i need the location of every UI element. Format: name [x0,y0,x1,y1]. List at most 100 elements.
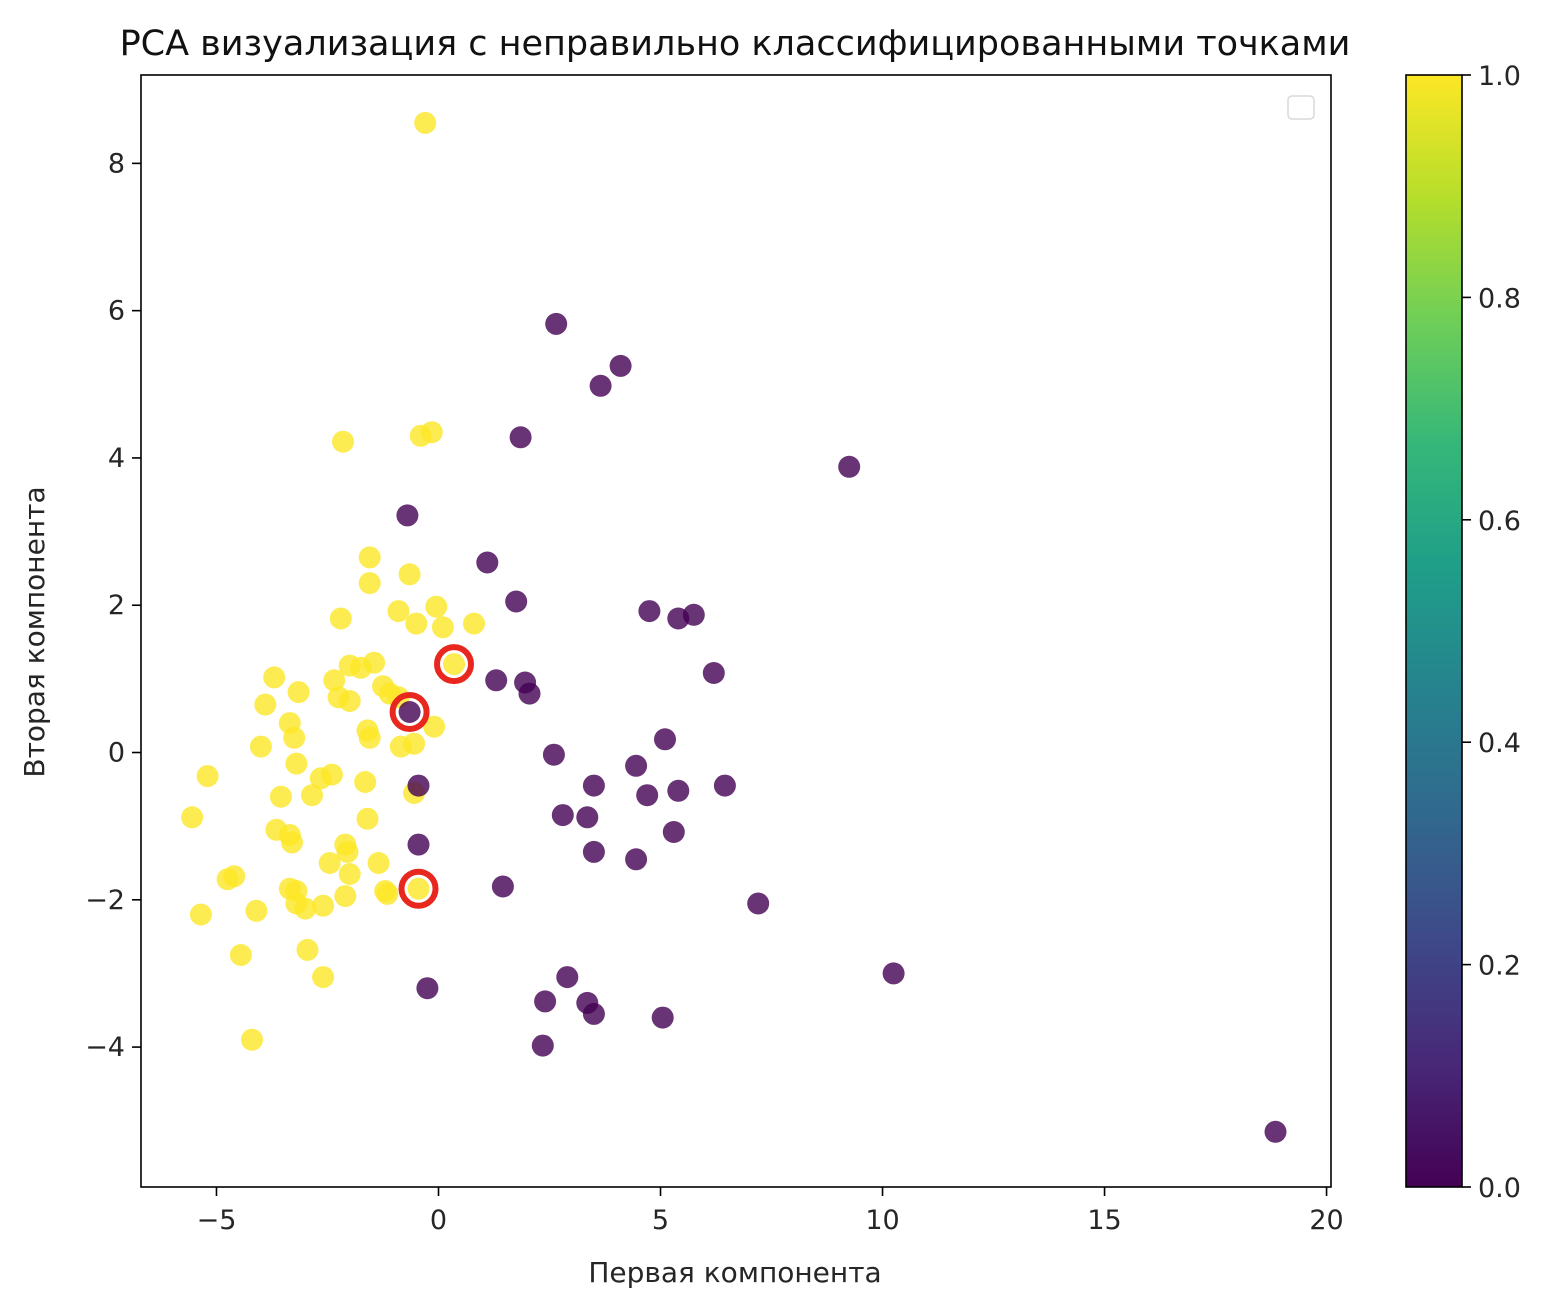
data-point-class-1 [281,831,303,854]
data-point-class-0 [398,701,421,723]
data-point-class-0 [838,455,861,478]
data-point-class-1 [423,715,446,738]
data-point-class-1 [323,669,346,692]
data-point-class-1 [358,546,381,569]
data-point-class-1 [420,421,443,444]
data-point-class-0 [625,754,648,777]
data-point-class-0 [713,774,736,797]
plot-background [141,75,1331,1187]
data-point-class-1 [249,735,272,758]
data-point-class-1 [312,894,335,917]
data-point-class-0 [491,875,514,898]
misclassified-marker [434,644,474,685]
data-point-class-1 [463,612,485,635]
data-point-class-1 [263,666,286,689]
y-tick-label: 8 [108,148,125,179]
data-point-class-1 [283,726,306,749]
data-point-class-1 [334,885,357,908]
data-point-class-0 [531,1034,554,1057]
data-point-class-1 [338,690,361,712]
data-point-class-1 [354,771,377,793]
data-point-class-0 [654,728,676,751]
legend-box [1287,95,1315,120]
data-point-class-0 [582,774,605,797]
data-point-class-0 [576,806,599,829]
data-point-class-1 [254,693,277,716]
data-point-class-0 [509,426,532,449]
data-point-class-1 [241,1028,263,1051]
misclassified-layer [389,644,474,909]
y-tick-label: −2 [85,885,125,916]
x-tick-label: 15 [1087,1205,1121,1236]
data-point-class-1 [358,572,381,595]
data-point-class-1 [269,785,292,808]
misclassified-marker [398,868,439,909]
data-point-class-0 [545,312,568,335]
data-point-class-0 [702,662,725,684]
data-point-class-1 [318,852,341,874]
data-point-class-0 [1264,1120,1287,1143]
data-point-class-0 [625,848,648,871]
data-point-class-0 [542,743,565,766]
x-tick-label: 10 [865,1205,899,1236]
data-point-class-0 [551,804,574,827]
x-tick-label: 0 [430,1205,447,1236]
colorbar-tick-label: 0.6 [1478,506,1521,537]
data-point-class-1 [356,807,379,830]
chart-title: PCA визуализация с неправильно классифиц… [120,24,1351,64]
data-point-class-0 [651,1006,674,1029]
data-point-class-1 [398,563,421,586]
data-point-class-1 [336,840,359,863]
x-tick-label: 20 [1309,1205,1343,1236]
x-tick-label: 5 [652,1205,669,1236]
data-point-class-1 [189,903,212,926]
data-point-class-1 [312,966,335,989]
data-point-class-1 [294,897,317,920]
y-axis-title: Вторая компонента [18,486,51,777]
data-point-class-1 [338,863,361,885]
y-tick-label: 4 [108,443,125,474]
data-point-class-0 [556,966,579,989]
colorbar-tick-label: 0.0 [1478,1173,1521,1204]
data-point-class-1 [376,882,399,905]
data-point-class-0 [667,779,690,802]
y-tick-label: −4 [85,1032,125,1063]
data-point-class-1 [363,651,386,674]
data-point-class-1 [181,806,204,829]
x-axis: −5 0 5 10 15 20 [197,1187,1344,1236]
data-point-class-0 [582,1002,605,1025]
colorbar-tick-label: 0.8 [1478,283,1521,314]
data-point-class-1 [405,612,428,635]
x-axis-title: Первая компонента [588,1256,881,1289]
data-point-class-1 [431,616,454,639]
data-point-class-1 [301,784,323,807]
data-point-class-1 [196,765,219,788]
colorbar-tick-label: 0.4 [1478,728,1521,759]
plot-area [140,74,1332,1188]
data-point-class-1 [320,763,343,786]
data-point-class-1 [229,944,252,966]
data-point-class-0 [662,821,685,843]
misclassified-marker [389,692,430,732]
data-point-class-0 [638,600,661,623]
data-point-class-1 [425,595,448,618]
colorbar-tick-label: 0.2 [1478,951,1521,982]
data-point-class-1 [285,752,308,775]
data-point-class-1 [245,899,268,922]
data-point-class-0 [396,504,419,527]
data-point-class-1 [414,111,437,134]
data-point-class-1 [358,726,381,749]
data-point-class-1 [287,681,310,704]
data-point-class-1 [367,852,390,874]
data-point-class-0 [636,784,659,807]
data-point-class-1 [223,865,246,888]
data-point-class-0 [682,603,705,626]
y-axis: −4 −2 0 2 4 6 8 [85,148,141,1063]
data-point-class-0 [534,990,557,1013]
data-point-class-1 [329,607,352,630]
data-point-class-0 [407,833,430,856]
data-point-class-0 [518,682,541,705]
data-point-class-0 [609,354,632,377]
data-point-class-0 [582,840,605,863]
